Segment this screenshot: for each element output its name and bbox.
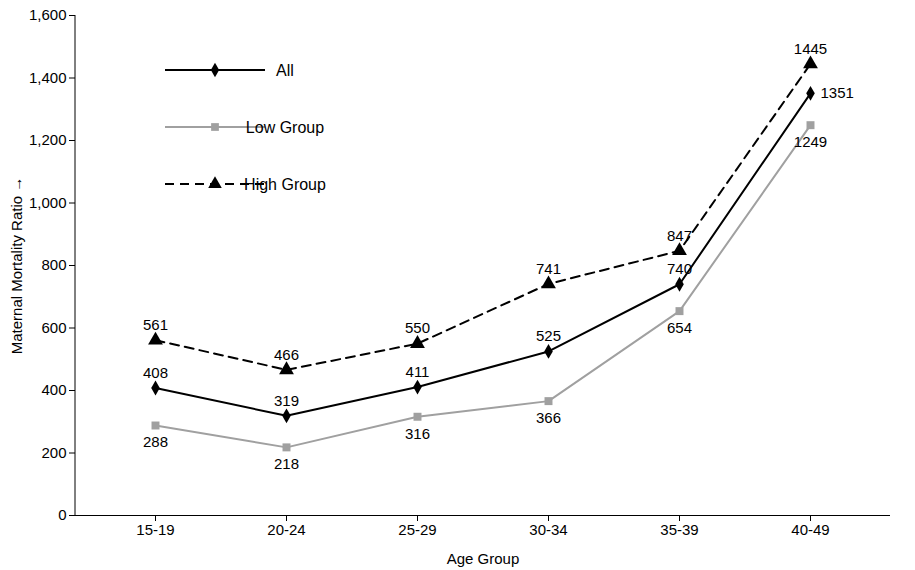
svg-text:561: 561	[143, 316, 168, 333]
svg-text:366: 366	[536, 409, 561, 426]
svg-text:525: 525	[536, 327, 561, 344]
svg-text:741: 741	[536, 260, 561, 277]
svg-text:25-29: 25-29	[398, 521, 436, 538]
svg-text:1,600: 1,600	[29, 6, 67, 23]
svg-text:All: All	[276, 62, 294, 79]
svg-text:Maternal Mortality Ratio →: Maternal Mortality Ratio →	[8, 177, 25, 355]
svg-text:408: 408	[143, 364, 168, 381]
svg-text:316: 316	[405, 425, 430, 442]
svg-text:550: 550	[405, 319, 430, 336]
svg-text:1,000: 1,000	[29, 194, 67, 211]
svg-text:35-39: 35-39	[660, 521, 698, 538]
svg-text:800: 800	[41, 256, 66, 273]
svg-text:0: 0	[58, 506, 66, 523]
svg-text:740: 740	[667, 260, 692, 277]
svg-text:15-19: 15-19	[136, 521, 174, 538]
svg-text:654: 654	[667, 319, 692, 336]
svg-text:High Group: High Group	[244, 176, 326, 193]
svg-text:847: 847	[667, 227, 692, 244]
svg-text:218: 218	[274, 455, 299, 472]
svg-text:200: 200	[41, 444, 66, 461]
svg-text:20-24: 20-24	[267, 521, 305, 538]
svg-text:1351: 1351	[821, 84, 854, 101]
svg-text:1,200: 1,200	[29, 131, 67, 148]
svg-text:40-49: 40-49	[791, 521, 829, 538]
svg-text:600: 600	[41, 319, 66, 336]
svg-text:Low Group: Low Group	[246, 119, 324, 136]
svg-text:Age Group: Age Group	[447, 550, 520, 567]
svg-text:411: 411	[406, 363, 430, 380]
svg-text:1,400: 1,400	[29, 69, 67, 86]
svg-text:319: 319	[274, 392, 299, 409]
svg-text:466: 466	[274, 346, 299, 363]
svg-text:288: 288	[143, 433, 168, 450]
svg-text:1445: 1445	[794, 40, 827, 57]
svg-text:400: 400	[41, 381, 66, 398]
svg-text:30-34: 30-34	[529, 521, 567, 538]
svg-text:1249: 1249	[794, 133, 827, 150]
